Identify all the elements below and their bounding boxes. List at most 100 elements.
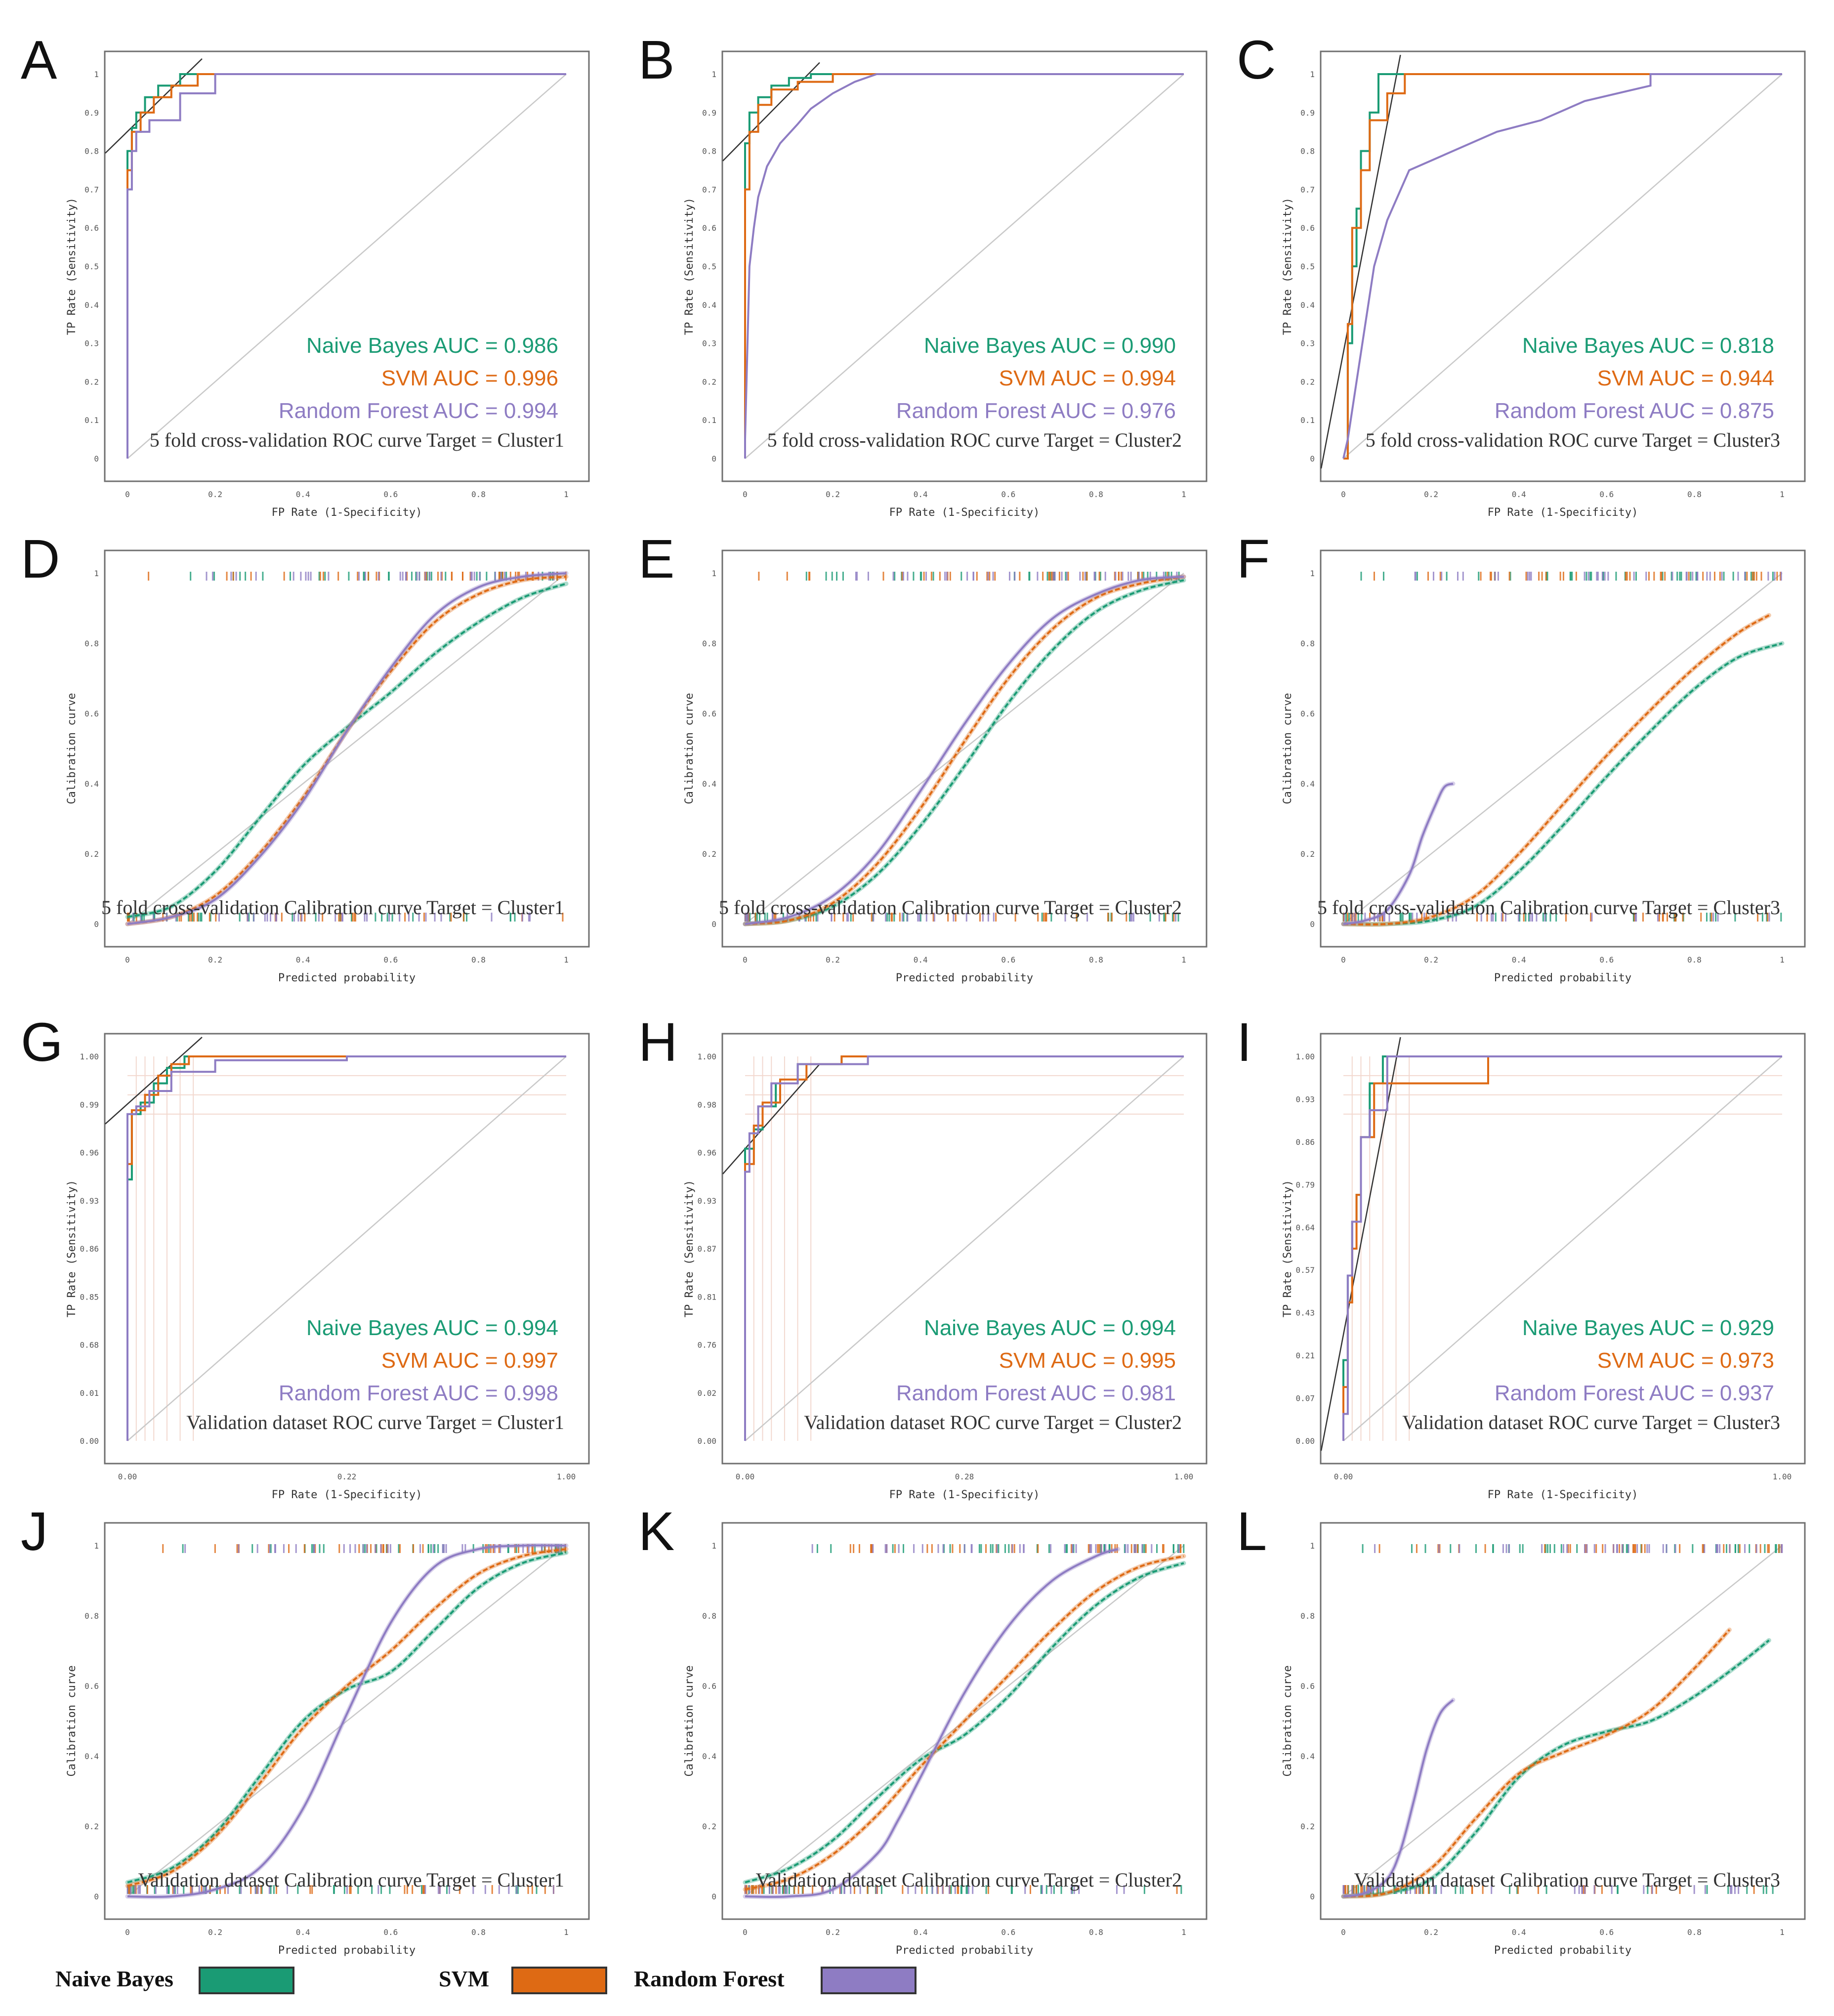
panel-letter: B bbox=[638, 30, 674, 90]
y-tick-label: 1 bbox=[1310, 1541, 1315, 1551]
series-line-svm bbox=[127, 1548, 567, 1887]
series-line-naive-bayes bbox=[1343, 1639, 1770, 1897]
x-tick-label: 0.8 bbox=[1687, 955, 1702, 965]
y-tick-label: 0.4 bbox=[1300, 1752, 1315, 1761]
plot-frame bbox=[1320, 549, 1806, 948]
x-tick-label: 0.2 bbox=[208, 955, 222, 965]
reference-diagonal bbox=[127, 74, 567, 459]
panel-letter: G bbox=[21, 1012, 63, 1073]
plot-frame bbox=[721, 50, 1208, 482]
x-tick-label: 1 bbox=[1780, 955, 1785, 965]
y-tick-label: 0.2 bbox=[702, 1822, 716, 1831]
panel-caption: 5 fold cross-validation Calibration curv… bbox=[1317, 896, 1780, 919]
auc-label-svm: SVM AUC = 0.973 bbox=[1597, 1348, 1774, 1373]
panel-letter: I bbox=[1237, 1012, 1252, 1073]
legend-swatch bbox=[511, 1967, 607, 1994]
x-tick-label: 0.2 bbox=[1424, 955, 1438, 965]
plot-frame bbox=[721, 549, 1208, 948]
y-tick-label: 0.4 bbox=[702, 300, 716, 310]
x-tick-label: 1 bbox=[1181, 490, 1186, 499]
panel-caption: Validation dataset ROC curve Target = Cl… bbox=[804, 1411, 1182, 1433]
x-tick-label: 0 bbox=[743, 490, 748, 499]
y-tick-label: 0.2 bbox=[1300, 1822, 1315, 1831]
x-tick-label: 0.4 bbox=[914, 955, 928, 965]
y-tick-label: 1 bbox=[1310, 70, 1315, 79]
x-tick-label: 0.6 bbox=[1599, 1928, 1614, 1937]
reference-diagonal bbox=[1343, 573, 1783, 924]
y-tick-label: 1 bbox=[94, 569, 99, 578]
auc-label-random-forest: Random Forest AUC = 0.976 bbox=[896, 399, 1176, 423]
y-tick-label: 0.79 bbox=[1295, 1180, 1315, 1189]
series-line-svm bbox=[1343, 1629, 1730, 1897]
y-tick-label: 0.01 bbox=[80, 1388, 99, 1398]
y-axis-label: TP Rate (Sensitivity) bbox=[1282, 198, 1294, 335]
plot-frame bbox=[1320, 50, 1806, 482]
y-tick-label: 1 bbox=[94, 1541, 99, 1551]
x-tick-label: 1 bbox=[1780, 1928, 1785, 1937]
reference-diagonal bbox=[1343, 1056, 1783, 1441]
series-line-random-forest bbox=[745, 1548, 1119, 1898]
y-tick-label: 0.9 bbox=[702, 108, 716, 118]
tangent-line bbox=[1320, 54, 1401, 469]
panel-g: G 0.00 0.22 1.00 0.00 0.01 0.68 0.85 0.86 0.93 0.9… bbox=[21, 1012, 590, 1501]
series-line-random-forest bbox=[744, 1055, 1184, 1441]
y-tick-label: 0.6 bbox=[1300, 223, 1315, 233]
x-axis-label: Predicted probability bbox=[896, 1944, 1033, 1957]
panel-caption: 5 fold cross-validation ROC curve Target… bbox=[1366, 429, 1780, 451]
plot-frame bbox=[1320, 1522, 1806, 1920]
panel-j: J 0 0.2 0.4 0.6 0.8 1 0 0.2 0.4 0.6 0.8 1 Predicted p… bbox=[21, 1501, 590, 1957]
legend: Naive Bayes SVM Random Forest bbox=[55, 1966, 917, 1994]
y-tick-label: 0.1 bbox=[1300, 416, 1315, 425]
series-band-random-forest bbox=[1341, 1697, 1456, 1899]
series-line-svm bbox=[1343, 73, 1782, 460]
x-tick-label: 0.4 bbox=[296, 955, 310, 965]
y-tick-label: 0.6 bbox=[702, 1681, 716, 1691]
y-tick-label: 0.7 bbox=[702, 185, 716, 194]
y-tick-label: 0.5 bbox=[1300, 262, 1315, 271]
reference-diagonal bbox=[127, 1056, 567, 1441]
panel-caption: Validation dataset Calibration curve Tar… bbox=[1354, 1869, 1781, 1891]
panel-i: I 0.00 1.00 0.00 0.07 0.21 0.43 0.57 0.64 0.79 0.8… bbox=[1237, 1012, 1806, 1501]
x-tick-label: 0 bbox=[1341, 490, 1346, 499]
y-tick-label: 0.6 bbox=[84, 709, 99, 718]
x-tick-label: 0.6 bbox=[383, 955, 398, 965]
y-tick-label: 0.2 bbox=[84, 849, 99, 859]
y-tick-label: 0.85 bbox=[80, 1292, 99, 1302]
x-tick-label: 0.6 bbox=[1599, 490, 1614, 499]
y-tick-label: 0.9 bbox=[1300, 108, 1315, 118]
tangent-line bbox=[722, 62, 820, 162]
y-axis-label: TP Rate (Sensitivity) bbox=[1282, 1180, 1294, 1317]
legend-swatch bbox=[199, 1967, 294, 1994]
panel-c: C 0 0.2 0.4 0.6 0.8 1 0 0.1 0.2 0.3 0.4 0.5 0.6 0.7 0.8… bbox=[1237, 30, 1806, 519]
series-band-svm bbox=[1341, 1627, 1732, 1899]
series-line-random-forest bbox=[745, 576, 1184, 925]
x-tick-label: 0 bbox=[1341, 1928, 1346, 1937]
x-tick-label: 1.00 bbox=[1174, 1472, 1194, 1481]
series-line-svm bbox=[126, 73, 566, 459]
x-tick-label: 0.6 bbox=[1599, 955, 1614, 965]
series-band-naive-bayes bbox=[1341, 641, 1785, 927]
auc-label-svm: SVM AUC = 0.994 bbox=[999, 366, 1176, 390]
auc-label-naive-bayes: Naive Bayes AUC = 0.818 bbox=[1522, 334, 1774, 358]
x-tick-label: 0.2 bbox=[208, 1928, 222, 1937]
y-axis-label: Calibration curve bbox=[66, 693, 78, 804]
panel-letter: E bbox=[638, 529, 674, 589]
series-line-random-forest bbox=[744, 73, 1184, 459]
panel-letter: H bbox=[638, 1012, 677, 1073]
legend-label: Random Forest bbox=[634, 1966, 785, 1991]
legend-label: Naive Bayes bbox=[55, 1966, 173, 1991]
y-tick-label: 0.00 bbox=[80, 1436, 99, 1446]
x-tick-label: 0 bbox=[125, 955, 130, 965]
panel-caption: Validation dataset ROC curve Target = Cl… bbox=[1402, 1411, 1780, 1433]
x-tick-label: 0.2 bbox=[208, 490, 222, 499]
x-tick-label: 1 bbox=[564, 955, 569, 965]
x-tick-label: 0.6 bbox=[1001, 490, 1015, 499]
y-axis-label: Calibration curve bbox=[683, 1665, 696, 1776]
x-tick-label: 0.4 bbox=[296, 490, 310, 499]
x-tick-label: 0.8 bbox=[471, 490, 486, 499]
x-tick-label: 0.2 bbox=[1424, 1928, 1438, 1937]
x-tick-label: 0.8 bbox=[1089, 1928, 1103, 1937]
y-tick-label: 1 bbox=[711, 569, 716, 578]
y-axis-label: TP Rate (Sensitivity) bbox=[683, 1180, 696, 1317]
x-axis-label: FP Rate (1-Specificity) bbox=[1488, 1489, 1638, 1501]
